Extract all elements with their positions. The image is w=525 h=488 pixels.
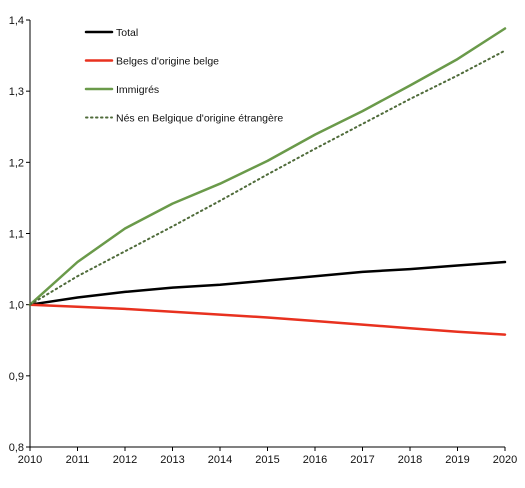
x-tick-label: 2014 [208,454,232,466]
x-tick-label: 2019 [445,454,469,466]
series-lines [28,27,507,336]
series-line-2 [28,27,507,306]
legend-label-3: Nés en Belgique d'origine étrangère [116,113,283,125]
x-tick-label: 2018 [398,454,422,466]
y-tick-label: 1,4 [9,15,24,27]
x-tick-label: 2013 [160,454,184,466]
y-tick-label: 1,0 [9,300,24,312]
legend-label-1: Belges d'origine belge [116,56,219,68]
y-tick-label: 1,3 [9,86,24,98]
x-tick-label: 2012 [113,454,137,466]
x-tick-label: 2016 [303,454,327,466]
y-tick-label: 1,1 [9,229,24,241]
series-line-3 [29,49,506,306]
y-tick-label: 1,2 [9,157,24,169]
legend-label-2: Immigrés [116,84,159,96]
x-tick-label: 2011 [66,454,90,466]
series-line-0 [28,260,507,306]
y-tick-label: 0,9 [9,371,24,383]
series-line-1 [28,303,507,336]
legend: Total Belges d'origine belge Immigrés Nés e… [84,27,283,125]
x-tick-label: 2017 [350,454,374,466]
x-tick-label: 2015 [255,454,279,466]
legend-label-0: Total [116,27,138,39]
axes: 0,8 0,9 1,0 1,1 1,2 1,3 1,4 2010 2011 2012 2013 201… [9,15,518,466]
x-tick-label: 2010 [18,454,42,466]
y-tick-label: 0,8 [9,442,24,454]
x-tick-label: 2020 [493,454,517,466]
